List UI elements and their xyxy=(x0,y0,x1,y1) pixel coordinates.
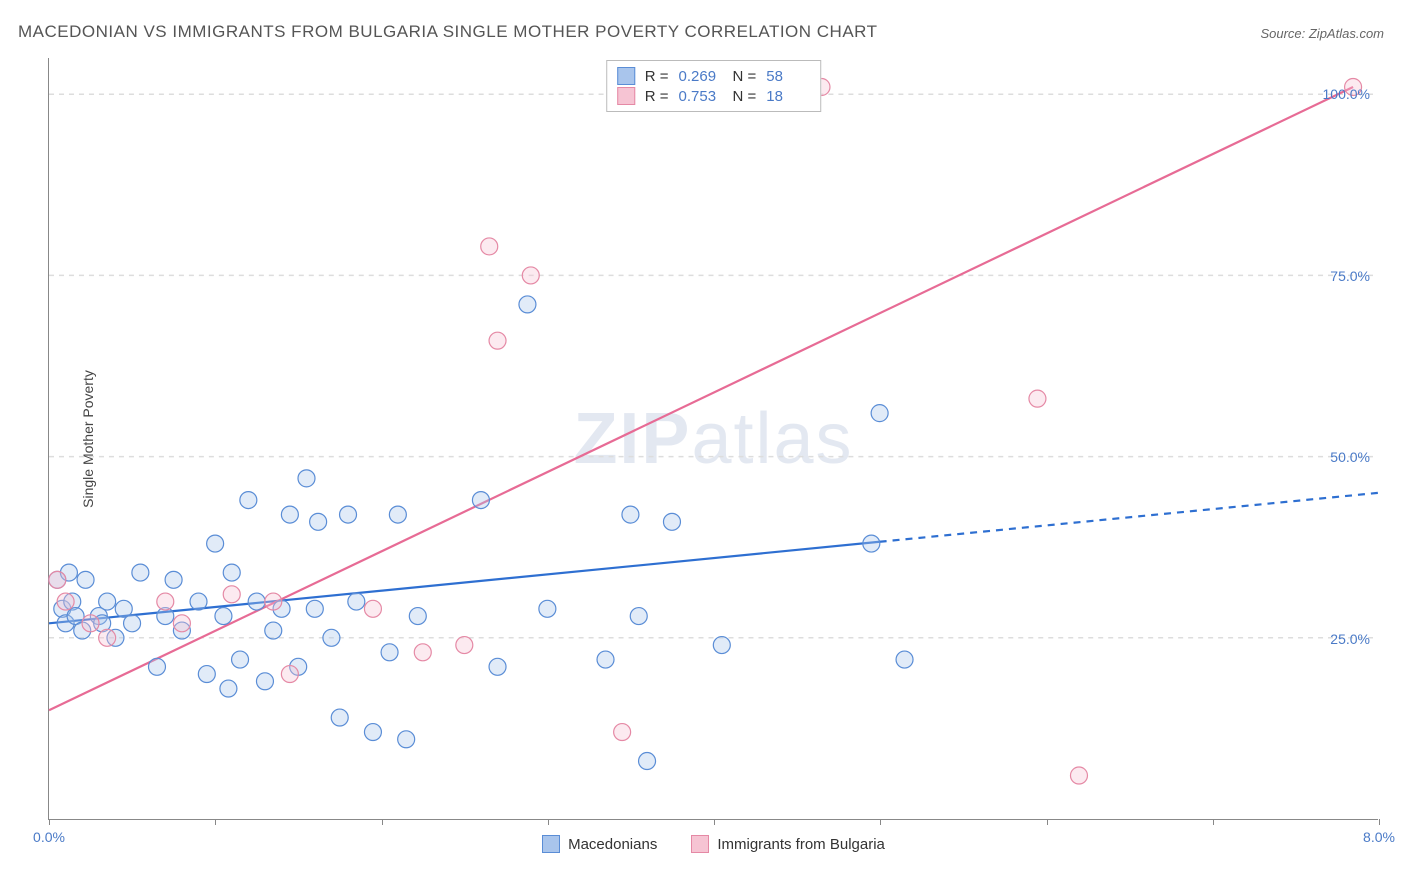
legend-item-1: Macedonians xyxy=(542,835,657,853)
y-tick-label: 100.0% xyxy=(1323,86,1370,102)
legend-n-value-1: 58 xyxy=(766,68,810,85)
legend-row-series-1: R = 0.269 N = 58 xyxy=(617,67,811,85)
y-tick-label: 25.0% xyxy=(1330,631,1370,647)
correlation-legend: R = 0.269 N = 58 R = 0.753 N = 18 xyxy=(606,60,822,112)
legend-item-2: Immigrants from Bulgaria xyxy=(691,835,885,853)
legend-r-value-1: 0.269 xyxy=(679,68,723,85)
legend-r-label: R = xyxy=(645,88,669,105)
legend-r-value-2: 0.753 xyxy=(679,88,723,105)
legend-label-1: Macedonians xyxy=(568,836,657,853)
legend-label-2: Immigrants from Bulgaria xyxy=(717,836,885,853)
legend-swatch-2 xyxy=(617,87,635,105)
legend-n-value-2: 18 xyxy=(766,88,810,105)
legend-r-label: R = xyxy=(645,68,669,85)
y-tick-label: 75.0% xyxy=(1330,268,1370,284)
plot-area: Single Mother Poverty ZIPatlas 25.0%50.0… xyxy=(48,58,1378,820)
legend-swatch-2 xyxy=(691,835,709,853)
chart-svg xyxy=(49,58,1378,819)
legend-swatch-1 xyxy=(542,835,560,853)
legend-row-series-2: R = 0.753 N = 18 xyxy=(617,87,811,105)
chart-title: MACEDONIAN VS IMMIGRANTS FROM BULGARIA S… xyxy=(18,22,878,42)
legend-n-label: N = xyxy=(733,68,757,85)
series-legend: Macedonians Immigrants from Bulgaria xyxy=(49,835,1378,853)
legend-swatch-1 xyxy=(617,67,635,85)
source-attribution: Source: ZipAtlas.com xyxy=(1260,26,1384,41)
legend-n-label: N = xyxy=(733,88,757,105)
y-tick-label: 50.0% xyxy=(1330,449,1370,465)
